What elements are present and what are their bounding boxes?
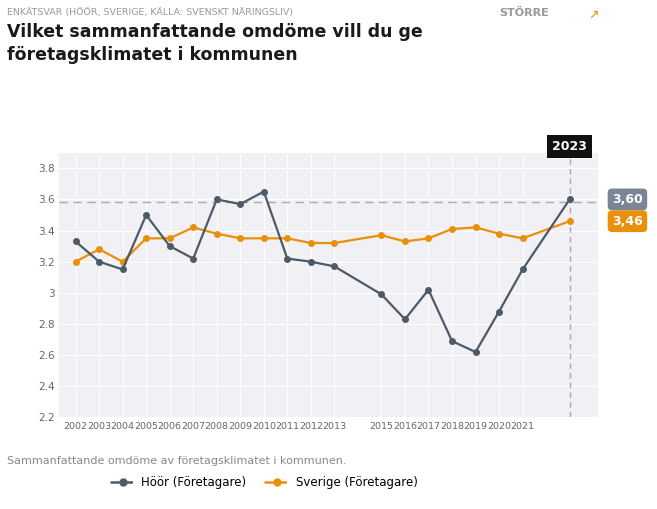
Text: ↗: ↗	[588, 9, 599, 22]
Legend: Höör (Företagare), Sverige (Företagare): Höör (Företagare), Sverige (Företagare)	[105, 471, 423, 493]
Text: ENKÄTSVAR (HÖÖR, SVERIGE, KÄLLA: SVENSKT NÄRINGSLIV): ENKÄTSVAR (HÖÖR, SVERIGE, KÄLLA: SVENSKT…	[7, 8, 293, 17]
Text: Sammanfattande omdöme av företagsklimatet i kommunen.: Sammanfattande omdöme av företagsklimate…	[7, 456, 346, 466]
Text: Vilket sammanfattande omdöme vill du ge
företagsklimatet i kommunen: Vilket sammanfattande omdöme vill du ge …	[7, 23, 422, 64]
Text: 3,46: 3,46	[612, 215, 643, 228]
Text: 3,60: 3,60	[612, 193, 643, 206]
Text: 2023: 2023	[552, 139, 587, 153]
Text: STÖRRE: STÖRRE	[499, 8, 549, 18]
